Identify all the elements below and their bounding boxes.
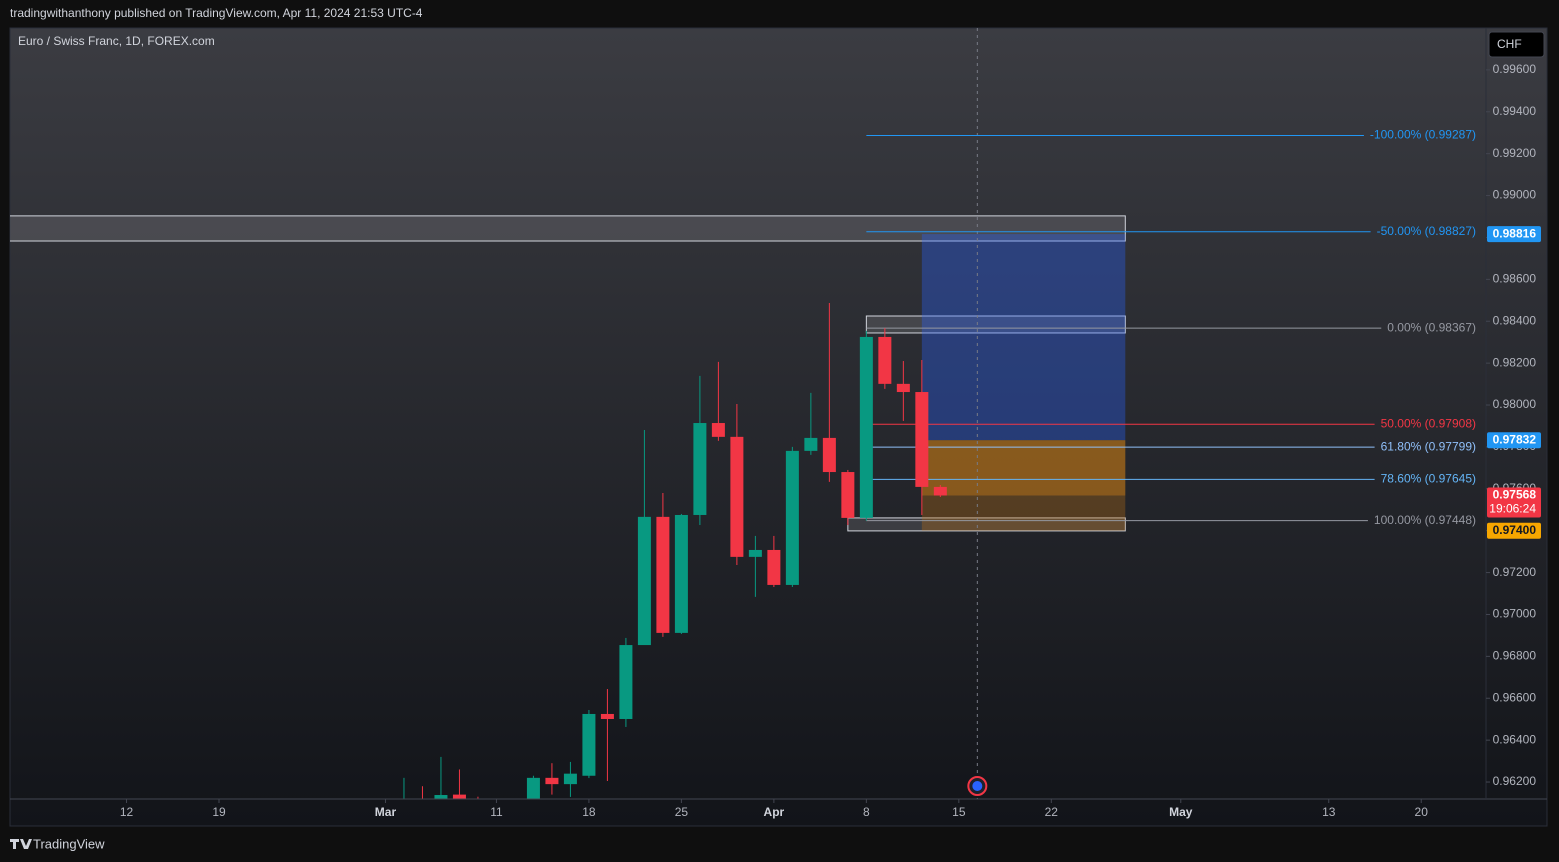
last-price-badge bbox=[1487, 487, 1541, 518]
price-badge bbox=[1487, 522, 1541, 539]
price-badge-label: 0.97400 bbox=[1493, 523, 1537, 537]
x-tick-label: 20 bbox=[1415, 805, 1429, 819]
brand-logo bbox=[10, 839, 32, 849]
fib-label: 0.00% (0.98367) bbox=[1387, 320, 1476, 334]
y-tick-label: 0.99400 bbox=[1493, 104, 1537, 118]
candle-body bbox=[841, 472, 855, 518]
candle-body bbox=[896, 383, 910, 393]
plot-area bbox=[10, 28, 1382, 799]
x-tick-label: 18 bbox=[582, 805, 596, 819]
candle-body bbox=[600, 713, 614, 719]
price-badge-label: 0.97832 bbox=[1493, 432, 1537, 446]
candle-body bbox=[656, 516, 670, 633]
y-tick-label: 0.96600 bbox=[1493, 690, 1537, 704]
candle-body bbox=[785, 450, 799, 585]
plot-background bbox=[9, 27, 1548, 827]
candle-body bbox=[933, 486, 947, 496]
y-tick-label: 0.98400 bbox=[1493, 313, 1537, 327]
published-note: tradingwithanthony published on TradingV… bbox=[10, 6, 423, 20]
candle-body bbox=[859, 336, 873, 518]
date-marker-dot bbox=[972, 781, 983, 791]
x-tick-label: 25 bbox=[675, 805, 689, 819]
candle-body bbox=[730, 436, 744, 557]
candle-body bbox=[545, 777, 559, 785]
candle-body bbox=[526, 777, 540, 799]
fib-label: 100.00% (0.97448) bbox=[1374, 513, 1476, 527]
fib-label: 78.60% (0.97645) bbox=[1381, 472, 1476, 486]
x-tick-label: May bbox=[1169, 805, 1193, 819]
y-tick-label: 0.98600 bbox=[1493, 272, 1537, 286]
candle-body bbox=[637, 516, 651, 646]
fib-label: 50.00% (0.97908) bbox=[1381, 416, 1476, 430]
candle-body bbox=[582, 713, 596, 776]
zone-box bbox=[865, 315, 1126, 334]
candle-body bbox=[563, 773, 577, 785]
candle-body bbox=[767, 549, 781, 585]
zone-box bbox=[10, 215, 1126, 242]
y-tick-label: 0.99000 bbox=[1493, 188, 1537, 202]
profit-zone bbox=[921, 234, 1126, 441]
open-loss-zone bbox=[921, 440, 1126, 496]
fib-label: -50.00% (0.98827) bbox=[1377, 224, 1476, 238]
candle-body bbox=[822, 437, 836, 473]
candle-body bbox=[693, 423, 707, 515]
y-tick-label: 0.99200 bbox=[1493, 146, 1537, 160]
x-tick-label: 15 bbox=[952, 805, 966, 819]
y-tick-label: 0.96800 bbox=[1493, 649, 1537, 663]
price-badge bbox=[1487, 226, 1541, 243]
last-price-label: 0.97568 bbox=[1493, 488, 1537, 502]
y-tick-label: 0.98000 bbox=[1493, 397, 1537, 411]
candle-body bbox=[434, 795, 448, 799]
candle-body bbox=[452, 794, 466, 799]
candle-body bbox=[711, 423, 725, 437]
chart-title: Euro / Swiss Franc, 1D, FOREX.com bbox=[18, 34, 215, 48]
fib-label: -100.00% (0.99287) bbox=[1370, 128, 1476, 142]
y-tick-label: 0.99600 bbox=[1493, 62, 1537, 76]
candle-body bbox=[878, 336, 892, 384]
x-tick-label: 12 bbox=[120, 805, 134, 819]
brand-name: TradingView bbox=[33, 836, 105, 851]
y-tick-label: 0.96200 bbox=[1493, 774, 1537, 788]
x-tick-label: Apr bbox=[764, 805, 785, 819]
candle-body bbox=[748, 549, 762, 557]
y-tick-label: 0.97000 bbox=[1493, 607, 1537, 621]
x-tick-label: Mar bbox=[375, 805, 397, 819]
price-badge-label: 0.98816 bbox=[1493, 226, 1537, 240]
axes: -100.00% (0.99287) -50.00% (0.98827) 0.00%… bbox=[120, 62, 1541, 819]
currency-label[interactable]: CHF bbox=[1497, 37, 1522, 51]
candle-body bbox=[674, 514, 688, 633]
loss-zone bbox=[921, 440, 1126, 531]
y-tick-label: 0.96400 bbox=[1493, 732, 1537, 746]
x-tick-label: 22 bbox=[1045, 805, 1059, 819]
candle-body bbox=[619, 645, 633, 719]
y-tick-label: 0.98200 bbox=[1493, 355, 1537, 369]
fib-label: 61.80% (0.97799) bbox=[1381, 439, 1476, 453]
currency-box[interactable] bbox=[1488, 31, 1545, 58]
x-tick-label: 13 bbox=[1322, 805, 1336, 819]
x-tick-label: 11 bbox=[490, 805, 503, 819]
price-badge bbox=[1487, 432, 1541, 449]
x-tick-label: 8 bbox=[863, 805, 870, 819]
candle-body bbox=[915, 392, 929, 487]
x-tick-label: 19 bbox=[212, 805, 226, 819]
countdown-label: 19:06:24 bbox=[1489, 502, 1536, 516]
candle-body bbox=[804, 437, 818, 451]
y-tick-label: 0.97200 bbox=[1493, 565, 1537, 579]
